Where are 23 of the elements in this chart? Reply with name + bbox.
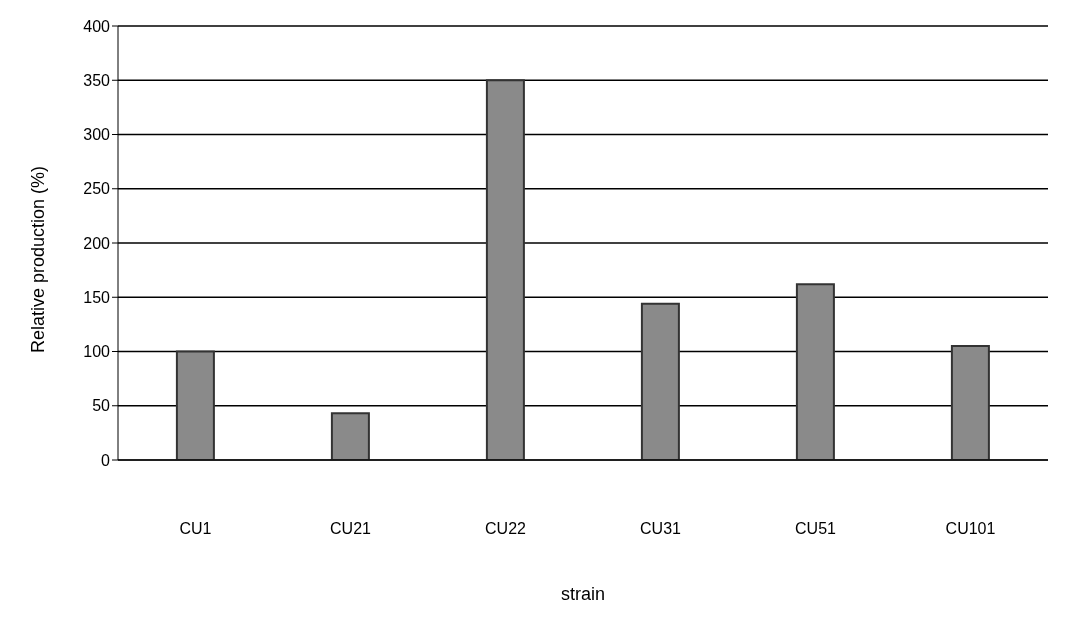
bar: [640, 302, 680, 460]
bar: [950, 345, 990, 460]
y-tick-label: 50: [92, 397, 111, 415]
bar: [175, 350, 215, 460]
x-tick-label: CU101: [945, 520, 996, 538]
y-tick-label: 400: [83, 17, 111, 35]
y-tick-label: 100: [83, 343, 111, 361]
y-tick-label: 0: [101, 451, 111, 469]
x-tick-label: CU31: [640, 520, 682, 538]
x-tick-label: CU51: [795, 520, 837, 538]
y-tick-label: 350: [83, 71, 111, 89]
bar: [485, 79, 525, 460]
bar: [795, 283, 835, 460]
y-tick-label: 200: [83, 234, 111, 252]
x-axis-title: strain: [560, 584, 606, 604]
y-tick-label: 300: [83, 126, 111, 144]
y-tick-label: 250: [83, 180, 111, 198]
x-tick-label: CU1: [179, 520, 212, 538]
y-axis-title: Relative production (%): [28, 165, 49, 353]
x-tick-label: CU21: [330, 520, 372, 538]
x-tick-label: CU22: [485, 520, 527, 538]
y-tick-label: 150: [83, 288, 111, 306]
bar: [330, 412, 370, 460]
